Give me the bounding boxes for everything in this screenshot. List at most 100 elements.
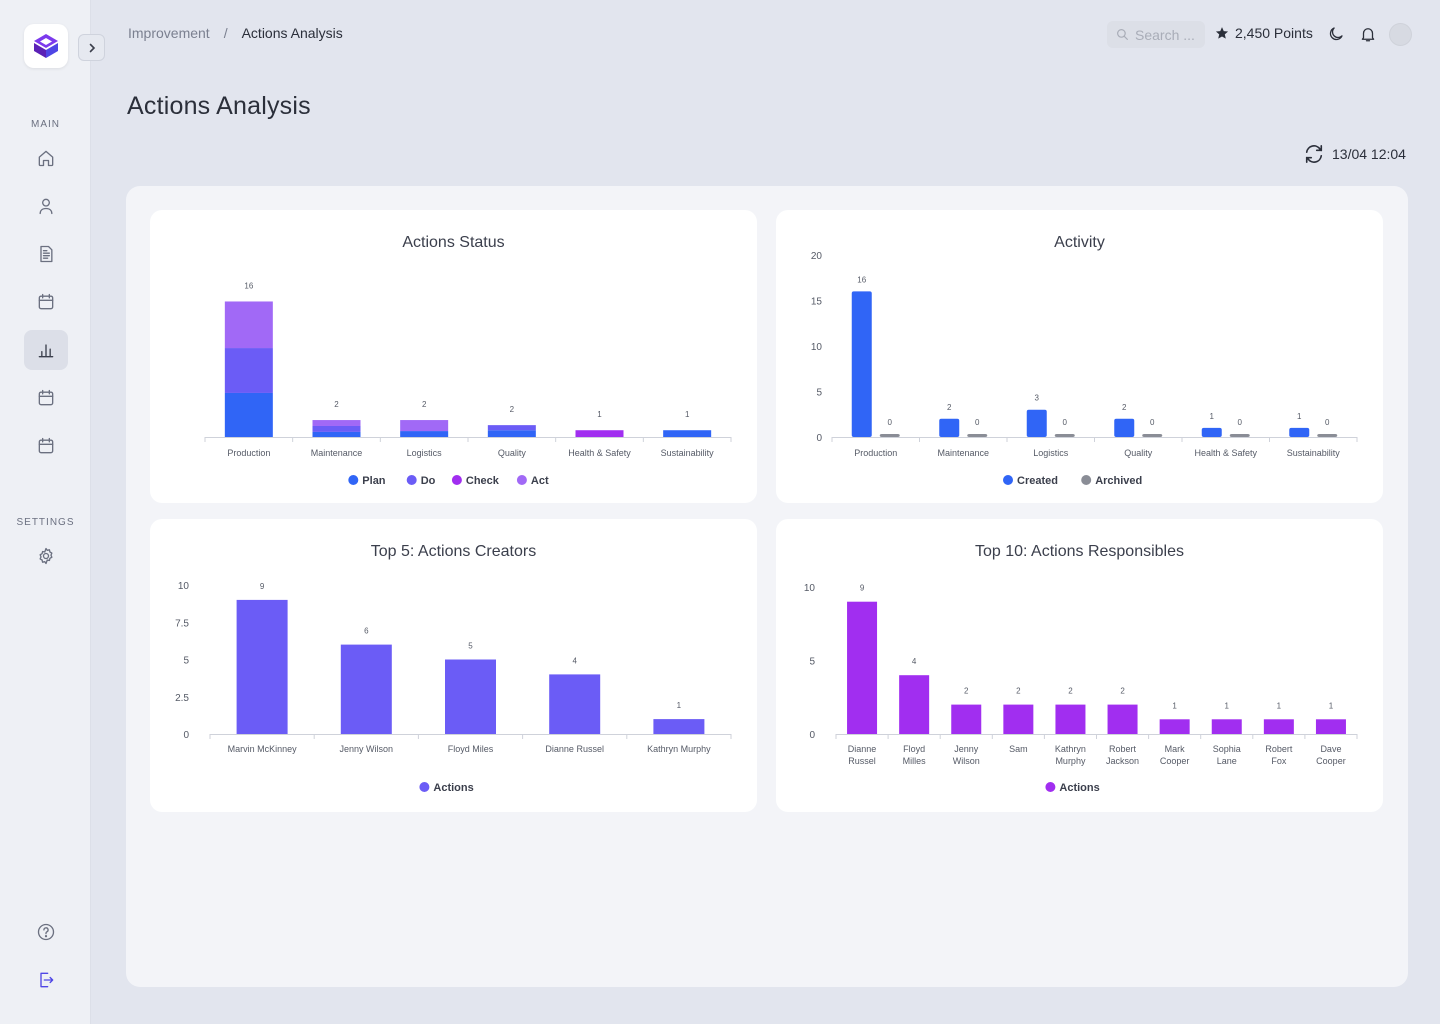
legend-marker-archived <box>1081 475 1092 485</box>
category-label: Marvin McKinney <box>228 744 298 754</box>
bar-plan-maintenance <box>312 431 361 437</box>
sidebar-item-calendar-1[interactable] <box>24 282 68 322</box>
bar-act-production <box>224 301 273 349</box>
dashboard-panel: Actions Status 16 2 2 2 1 1 Production Maintenan… <box>126 186 1408 987</box>
bar-kathryn-murphy <box>653 719 705 734</box>
search-box[interactable] <box>1107 21 1205 48</box>
category-label: Jenny <box>954 744 979 754</box>
sidebar-item-calendar-3[interactable] <box>24 426 68 466</box>
bar-created-maintenance <box>939 418 960 437</box>
theme-toggle-button[interactable] <box>1326 24 1346 44</box>
bar-created-quality <box>1114 418 1135 437</box>
top-creators-chart: Top 5: Actions Creators 0 2.5 5 7.5 10 9 6 5 4 1 Ma… <box>175 543 732 794</box>
bar-created-production <box>851 291 872 437</box>
search-input[interactable] <box>1135 26 1205 43</box>
category-label: Sam <box>1009 744 1028 754</box>
legend-label-created: Created <box>1017 475 1058 487</box>
app-logo[interactable] <box>24 24 68 68</box>
data-label: 0 <box>1150 418 1155 427</box>
category-label: Health & Safety <box>568 448 631 458</box>
calendar-icon <box>38 293 54 310</box>
bar-archived-sustainability <box>1317 434 1338 437</box>
bar-do-quality <box>487 425 536 431</box>
sidebar-item-documents[interactable] <box>24 234 68 274</box>
legend-marker-check <box>451 475 462 485</box>
category-label: Floyd <box>903 744 925 754</box>
logout-button[interactable] <box>24 960 68 1000</box>
bar-dave-cooper <box>1315 719 1346 734</box>
category-label: Kathryn Murphy <box>647 744 711 754</box>
sidebar-item-profile[interactable] <box>24 186 68 226</box>
refresh-icon[interactable] <box>1303 144 1325 164</box>
bar-chart-icon <box>38 344 54 358</box>
category-label: Dianne Russel <box>545 744 604 754</box>
data-label: 2 <box>510 405 515 414</box>
data-label: 2 <box>1122 403 1127 412</box>
category-label: Production <box>227 448 270 458</box>
category-label: Quality <box>498 448 527 458</box>
chart-title: Top 5: Actions Creators <box>371 543 536 560</box>
bar-act-logistics <box>400 420 449 432</box>
bar-dianne-russel <box>847 601 878 734</box>
star-icon <box>1215 27 1229 39</box>
legend-label-actions: Actions <box>1059 782 1099 794</box>
user-avatar[interactable] <box>1389 23 1412 46</box>
sidebar-item-analysis[interactable] <box>24 330 68 370</box>
category-label: Murphy <box>1055 756 1086 766</box>
category-label: Sustainability <box>1287 448 1341 458</box>
category-label: Milles <box>903 756 927 766</box>
data-label: 2 <box>334 400 339 409</box>
y-tick-label: 15 <box>811 297 823 308</box>
data-label: 3 <box>1035 394 1040 403</box>
data-label: 9 <box>860 584 865 593</box>
data-label: 2 <box>1120 687 1125 696</box>
legend-label-actions: Actions <box>433 782 473 794</box>
top-responsibles-card: Top 10: Actions Responsibles 0 5 10 9 4 2 2 2 2 1 1… <box>776 519 1383 812</box>
legend-marker-do <box>406 475 417 485</box>
category-label: Dianne <box>848 744 877 754</box>
category-label: Kathryn <box>1055 744 1086 754</box>
data-label: 2 <box>947 403 952 412</box>
data-label: 1 <box>597 410 602 419</box>
sidebar-toggle-button[interactable] <box>78 34 105 61</box>
points-display[interactable]: 2,450 Points <box>1215 25 1313 41</box>
y-tick-label: 0 <box>809 730 815 741</box>
sidebar-item-calendar-2[interactable] <box>24 378 68 418</box>
data-label: 1 <box>1172 701 1177 710</box>
search-icon <box>1117 29 1128 40</box>
sidebar-item-settings[interactable] <box>24 536 68 576</box>
notifications-button[interactable] <box>1358 24 1378 44</box>
category-label: Quality <box>1124 448 1153 458</box>
bar-archived-health-safety <box>1229 434 1250 437</box>
user-icon <box>39 198 53 215</box>
legend-label-check: Check <box>466 475 500 487</box>
bar-do-production <box>224 348 273 393</box>
breadcrumb-parent[interactable]: Improvement <box>128 25 210 41</box>
data-label: 1 <box>1225 701 1230 710</box>
data-label: 6 <box>364 627 369 636</box>
y-tick-label: 5 <box>809 657 815 668</box>
bar-jenny-wilson <box>951 704 982 734</box>
main-section-label: MAIN <box>31 119 60 130</box>
actions-status-chart: Actions Status 16 2 2 2 1 1 Production Maintenan… <box>204 234 732 487</box>
calendar-icon <box>38 389 54 406</box>
category-label: Lane <box>1217 756 1237 766</box>
top-creators-card: Top 5: Actions Creators 0 2.5 5 7.5 10 9 6 5 4 1 Ma… <box>150 519 757 812</box>
data-label: 1 <box>1277 701 1282 710</box>
y-tick-label: 0 <box>816 433 822 444</box>
help-button[interactable] <box>24 912 68 952</box>
bar-archived-logistics <box>1054 434 1075 437</box>
data-label: 0 <box>1325 418 1330 427</box>
category-label: Jenny Wilson <box>340 744 394 754</box>
bar-check-health-safety <box>575 430 624 437</box>
category-label: Robert <box>1265 744 1293 754</box>
breadcrumb: Improvement / Actions Analysis <box>128 25 343 41</box>
bar-robert-fox <box>1263 719 1294 734</box>
refresh-control[interactable]: 13/04 12:04 <box>1303 144 1406 164</box>
bar-plan-logistics <box>400 431 449 437</box>
category-label: Health & Safety <box>1194 448 1257 458</box>
chevron-right-icon <box>89 43 95 52</box>
category-label: Maintenance <box>937 448 989 458</box>
sidebar-item-home[interactable] <box>24 138 68 178</box>
data-label: 4 <box>912 657 917 666</box>
